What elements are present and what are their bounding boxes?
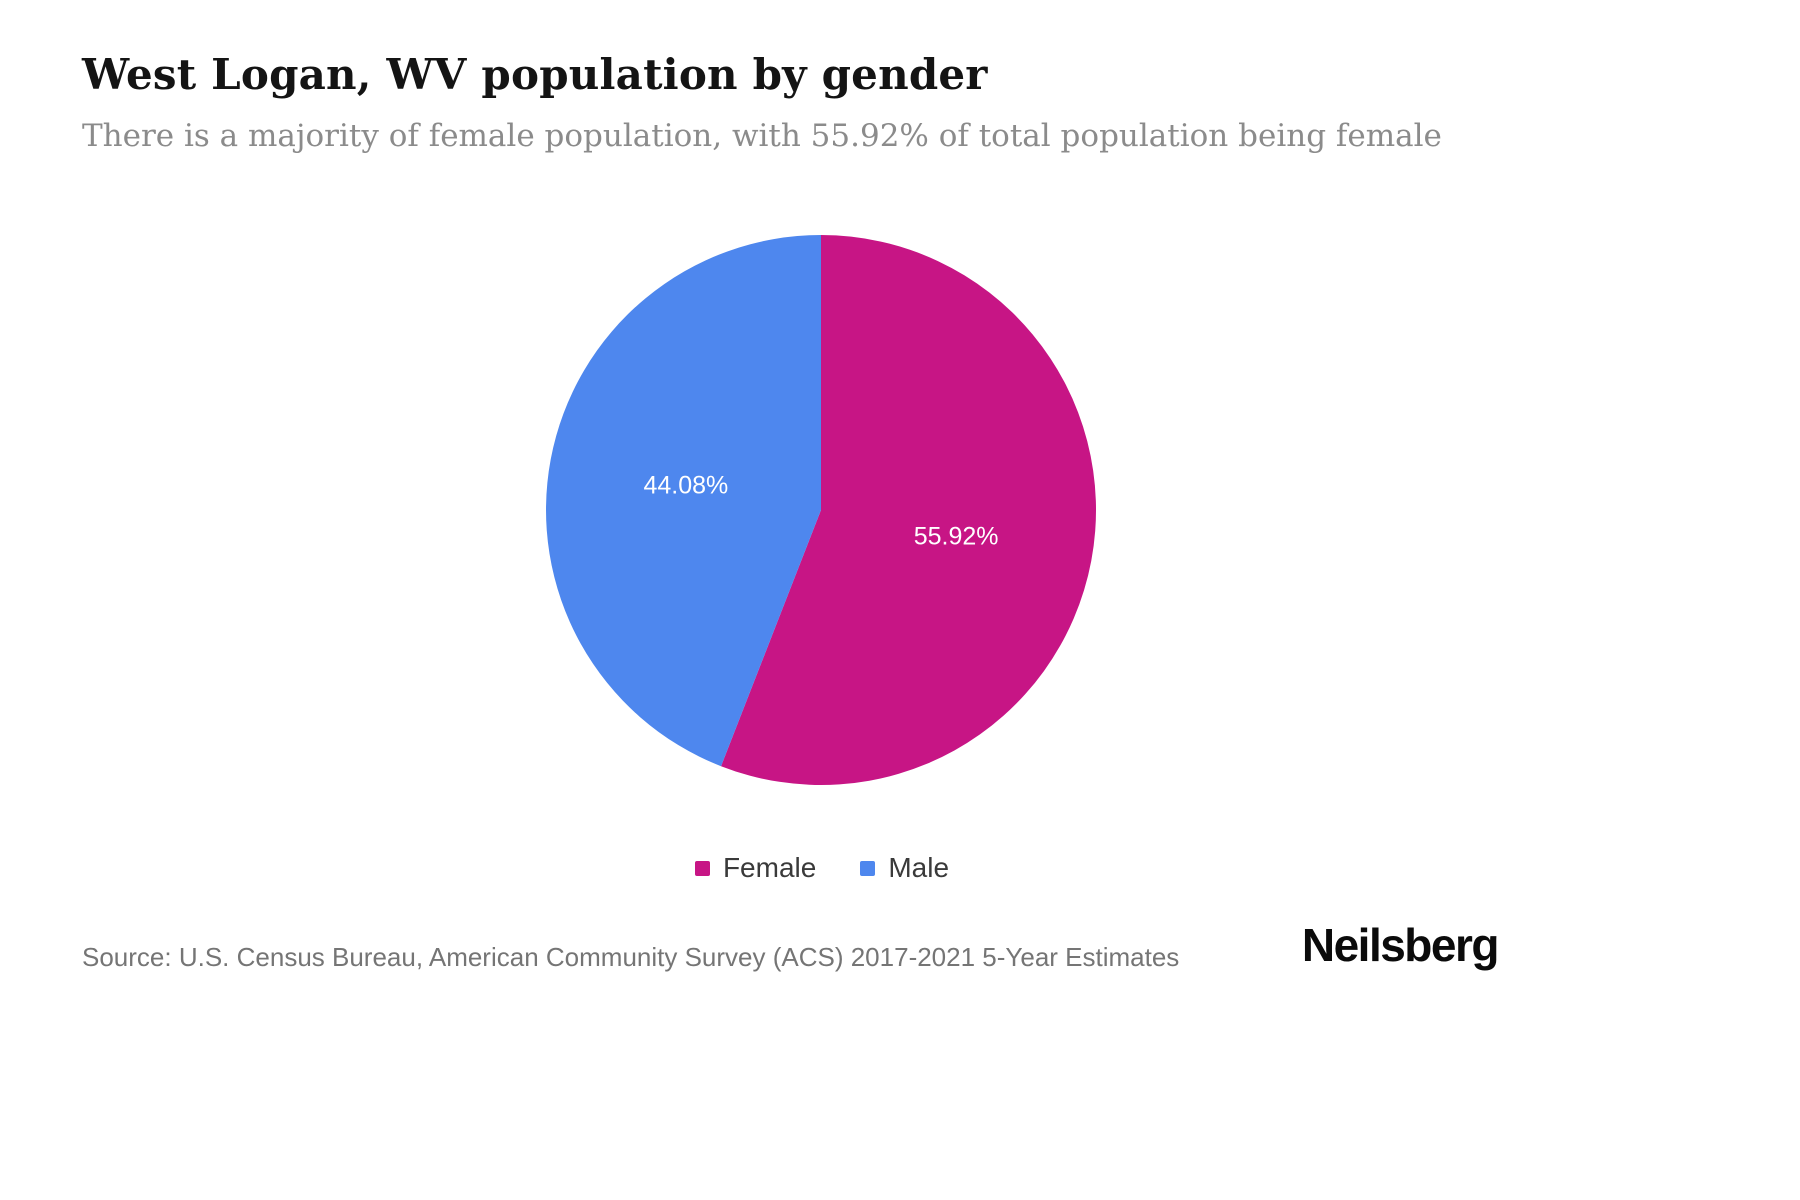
- pie-slice-value-label: 44.08%: [644, 472, 729, 500]
- legend-swatch: [860, 860, 876, 876]
- pie-slice-male[interactable]: [546, 235, 821, 767]
- legend-swatch: [694, 860, 710, 876]
- pie-slice-female[interactable]: [721, 235, 1097, 785]
- pie-slice-value-label: 55.92%: [914, 522, 999, 550]
- legend-label: Male: [888, 852, 950, 883]
- pie-chart: 55.92% 44.08%: [546, 235, 1097, 785]
- chart-subtitle: There is a majority of female population…: [82, 118, 1442, 154]
- legend-item-female[interactable]: Female: [694, 852, 817, 884]
- neilsberg-logo: Neilsberg: [1301, 919, 1500, 971]
- chart-title: West Logan, WV population by gender: [82, 50, 988, 99]
- legend: Female Male: [0, 852, 1644, 884]
- source-attribution: Source: U.S. Census Bureau, American Com…: [82, 942, 1180, 972]
- legend-label: Female: [722, 852, 817, 883]
- legend-item-male[interactable]: Male: [860, 852, 949, 884]
